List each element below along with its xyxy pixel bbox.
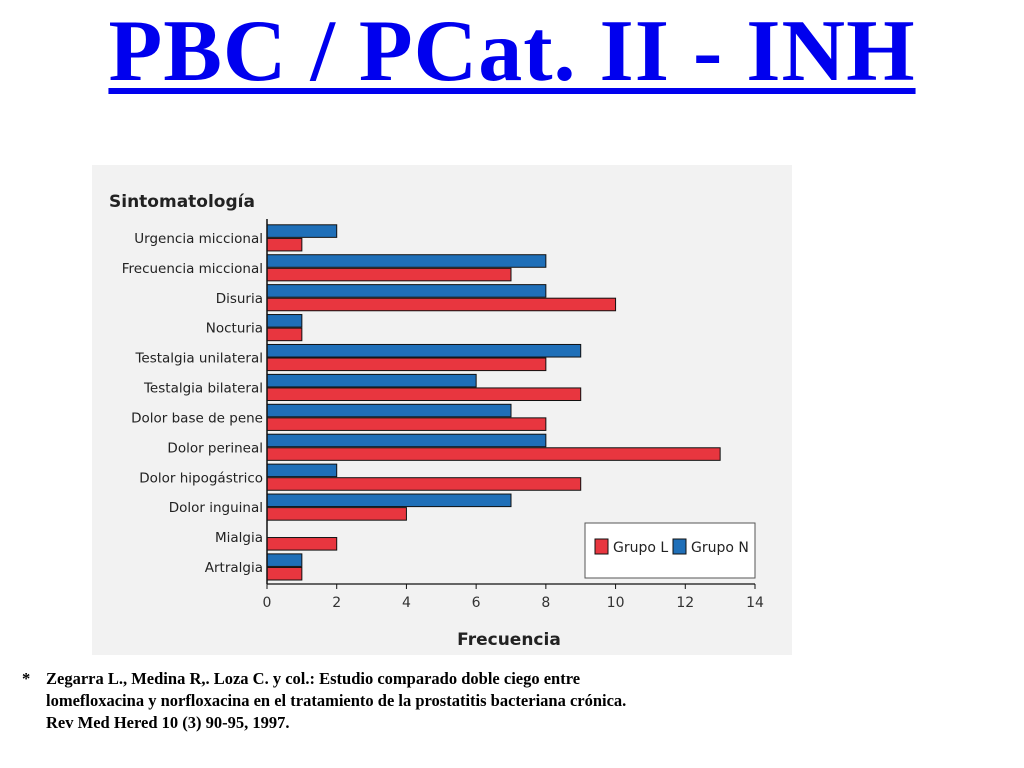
bar-grupo-n xyxy=(266,463,338,478)
category-label: Frecuencia miccional xyxy=(122,261,263,277)
x-tick-label: 10 xyxy=(607,595,625,611)
bar-grupo-n xyxy=(266,343,582,358)
x-tick-label: 6 xyxy=(472,595,481,611)
bar-grupo-l xyxy=(266,477,582,491)
legend-label: Grupo N xyxy=(691,540,749,556)
bar-grupo-n xyxy=(266,493,512,508)
legend-swatch xyxy=(672,538,687,555)
slide-title: PBC / PCat. II - INH xyxy=(108,3,916,100)
bar-grupo-l xyxy=(266,297,617,312)
citation-line: lomefloxacina y norfloxacina en el trata… xyxy=(46,691,627,710)
legend-box xyxy=(584,522,756,579)
bar-grupo-l xyxy=(266,357,547,372)
legend-label: Grupo L xyxy=(613,540,668,556)
x-axis-title: Frecuencia xyxy=(457,630,561,650)
citation-line: Zegarra L., Medina R,. Loza C. y col.: E… xyxy=(46,669,581,688)
bar-grupo-n xyxy=(266,254,547,268)
category-label: Disuria xyxy=(216,291,263,307)
x-tick-label: 14 xyxy=(746,595,764,611)
category-label: Urgencia miccional xyxy=(134,231,263,247)
bar-grupo-l xyxy=(266,237,303,252)
x-tick-label: 4 xyxy=(402,595,411,611)
bar-grupo-l xyxy=(266,417,547,431)
bar-grupo-n xyxy=(266,403,512,418)
citation-text: Zegarra L., Medina R,. Loza C. y col.: E… xyxy=(46,668,626,734)
category-label: Dolor inguinal xyxy=(169,500,263,516)
bar-grupo-n xyxy=(266,284,547,298)
x-tick-label: 0 xyxy=(263,595,272,611)
bar-grupo-l xyxy=(266,447,721,461)
bar-grupo-l xyxy=(266,537,338,551)
category-label: Dolor base de pene xyxy=(131,410,263,426)
x-tick-label: 2 xyxy=(332,595,341,611)
x-tick-label: 12 xyxy=(676,595,694,611)
category-label: Dolor perineal xyxy=(167,440,263,456)
bar-grupo-l xyxy=(266,327,303,342)
x-tick-label: 8 xyxy=(541,595,550,611)
bar-grupo-n xyxy=(266,224,338,238)
bar-grupo-n xyxy=(266,553,303,567)
category-label: Mialgia xyxy=(215,530,263,546)
legend: Grupo L Grupo N xyxy=(584,522,756,579)
axis-layer: Urgencia miccional Frecuencia miccional Di… xyxy=(122,219,764,611)
category-label: Testalgia unilateral xyxy=(134,351,263,367)
bar-grupo-l xyxy=(266,507,407,521)
category-label: Dolor hipogástrico xyxy=(139,470,263,486)
bar-grupo-n xyxy=(266,433,547,448)
citation-marker: * xyxy=(22,669,31,688)
bars-layer xyxy=(266,224,721,581)
category-label: Artralgia xyxy=(205,560,263,576)
chart-panel: Sintomatología Urgencia miccional Frecuen… xyxy=(92,165,792,655)
bar-grupo-l xyxy=(266,566,303,581)
chart-title: Sintomatología xyxy=(109,192,255,212)
bar-grupo-l xyxy=(266,387,582,402)
bar-chart: Sintomatología Urgencia miccional Frecuen… xyxy=(109,192,764,650)
category-label: Nocturia xyxy=(206,321,263,337)
legend-swatch xyxy=(594,538,609,555)
category-label: Testalgia bilateral xyxy=(143,381,263,397)
bar-grupo-n xyxy=(266,314,303,328)
bar-grupo-l xyxy=(266,267,512,282)
bar-grupo-n xyxy=(266,373,477,388)
citation-line: Rev Med Hered 10 (3) 90-95, 1997. xyxy=(46,713,290,732)
